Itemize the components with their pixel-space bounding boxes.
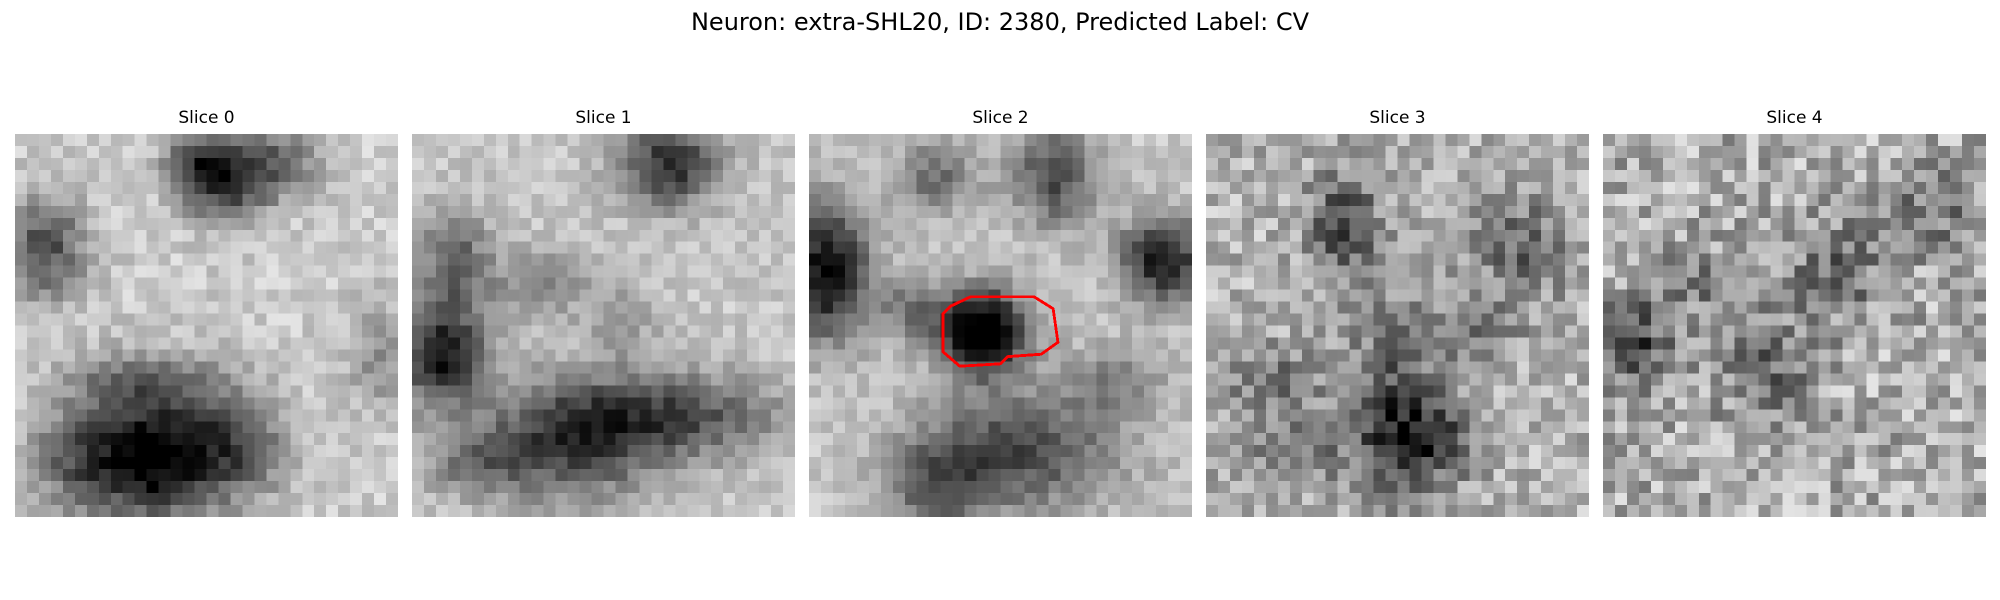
slice-title-2: Slice 2 xyxy=(972,108,1029,128)
slice-title-4: Slice 4 xyxy=(1766,108,1823,128)
slice-image-1 xyxy=(412,134,795,517)
slice-image-0 xyxy=(15,134,398,517)
slice-image-4 xyxy=(1603,134,1986,517)
slice-title-3: Slice 3 xyxy=(1369,108,1426,128)
figure-title: Neuron: extra-SHL20, ID: 2380, Predicted… xyxy=(690,8,1310,36)
slice-title-1: Slice 1 xyxy=(575,108,632,128)
slice-image-3 xyxy=(1206,134,1589,517)
roi-contour xyxy=(941,295,1060,368)
slice-title-0: Slice 0 xyxy=(178,108,235,128)
slice-image-2 xyxy=(809,134,1192,517)
